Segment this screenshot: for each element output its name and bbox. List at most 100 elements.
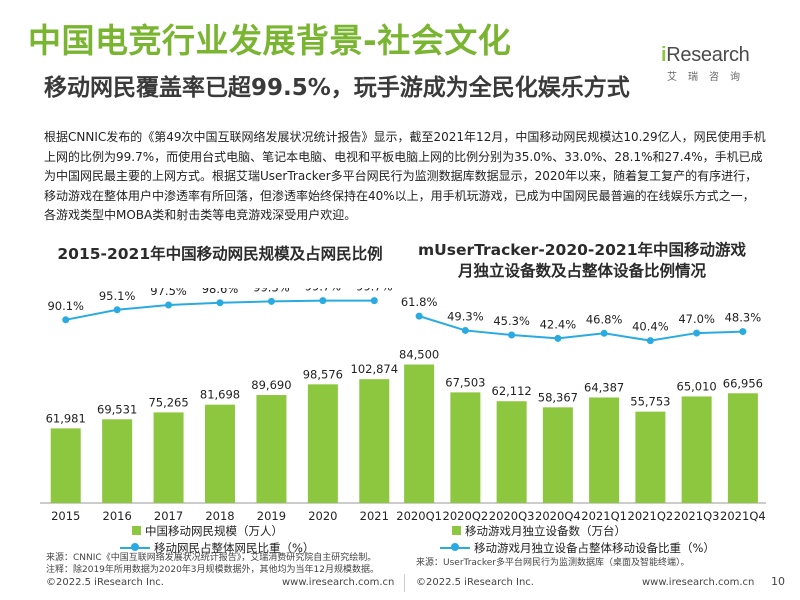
chart1-line-label: 90.1% bbox=[47, 299, 84, 313]
chart1-x-tick-label: 2018 bbox=[205, 509, 234, 523]
footer-right-url: www.iresearch.com.cn bbox=[642, 577, 755, 588]
chart2-mobile-games-svg: 84,500 2020Q1 67,503 2020Q2 62,112 2020Q3 58,3… bbox=[396, 295, 766, 523]
chart2-line-label: 61.8% bbox=[401, 295, 438, 309]
chart2-title: mUserTracker-2020-2021年中国移动游戏 月独立设备数及占整体… bbox=[408, 240, 756, 282]
chart1-source: 来源：CNNIC《中国互联网络发展状况统计报告》，艾瑞消费研究院自主研究绘制。 … bbox=[46, 552, 379, 576]
chart2-title-line2: 月独立设备数及占整体设备比例情况 bbox=[457, 262, 706, 280]
chart1-legend-line-label: 移动网民占整体网民比重（%） bbox=[154, 540, 315, 555]
chart2-line-point bbox=[739, 328, 747, 336]
chart1-legend-bar: 中国移动网民规模（万人） bbox=[120, 522, 314, 539]
footer-divider bbox=[404, 574, 405, 592]
chart2-line-point bbox=[600, 329, 608, 337]
page-subtitle: 移动网民覆盖率已超99.5%，玩手游成为全民化娱乐方式 bbox=[44, 75, 630, 101]
chart1-bar bbox=[153, 412, 184, 503]
chart1-line-point bbox=[62, 316, 70, 324]
chart2-bar-label: 67,503 bbox=[445, 375, 485, 389]
chart2-line-label: 45.3% bbox=[493, 314, 530, 328]
chart1-line-label: 99.7% bbox=[305, 288, 342, 294]
chart2-bar bbox=[450, 392, 481, 503]
chart2-legend-bar-label: 移动游戏月独立设备数（万台） bbox=[465, 523, 626, 538]
chart1-line-point bbox=[370, 297, 378, 305]
chart2-line-point bbox=[415, 312, 423, 320]
chart2-bar-label: 84,500 bbox=[399, 348, 439, 362]
chart1-line-label: 98.6% bbox=[202, 288, 239, 296]
chart2-bar bbox=[542, 407, 573, 503]
footer-right-copyright: ©2022.5 iResearch Inc. bbox=[416, 577, 534, 588]
chart2-legend-line-label: 移动游戏月独立设备占整体移动设备比重（%） bbox=[474, 540, 715, 555]
logo-brand-rest: Research bbox=[666, 44, 750, 66]
logo-brand-i: i bbox=[661, 44, 667, 66]
chart1-bar-label: 75,265 bbox=[148, 395, 188, 409]
chart2-line-label: 42.4% bbox=[540, 317, 577, 331]
chart2-x-tick-label: 2021Q1 bbox=[581, 509, 627, 523]
chart1-line-label: 99.3% bbox=[253, 288, 290, 294]
chart2-legend-bar: 移动游戏月独立设备数（万台） bbox=[440, 522, 715, 539]
chart2-title-line1: mUserTracker-2020-2021年中国移动游戏 bbox=[418, 241, 746, 259]
chart1-bar-label: 98,576 bbox=[303, 367, 343, 381]
chart2-x-tick-label: 2021Q4 bbox=[720, 509, 766, 523]
legend-bar-swatch bbox=[132, 526, 141, 535]
chart2-bar-label: 62,112 bbox=[492, 384, 532, 398]
chart2-line-label: 49.3% bbox=[447, 309, 484, 323]
chart1-bar-label: 102,874 bbox=[351, 362, 399, 376]
chart1-bar bbox=[256, 395, 287, 503]
chart2-line-point bbox=[508, 331, 516, 339]
chart1-legend-line: 移动网民占整体网民比重（%） bbox=[120, 539, 314, 556]
chart1-line-point bbox=[165, 301, 173, 309]
chart2-legend: 移动游戏月独立设备数（万台） 移动游戏月独立设备占整体移动设备比重（%） bbox=[440, 522, 715, 556]
chart2-bar-label: 66,956 bbox=[723, 376, 763, 390]
chart2-legend-line: 移动游戏月独立设备占整体移动设备比重（%） bbox=[440, 539, 715, 556]
legend-line-swatch bbox=[440, 542, 470, 551]
chart1-line-label: 95.1% bbox=[99, 289, 136, 303]
chart2-x-tick-label: 2020Q4 bbox=[535, 509, 581, 523]
chart1-legend: 中国移动网民规模（万人） 移动网民占整体网民比重（%） bbox=[120, 522, 314, 556]
chart1-bar bbox=[359, 379, 390, 503]
chart1-bar-label: 81,698 bbox=[200, 388, 240, 402]
chart1-bar bbox=[205, 404, 235, 503]
chart1-line-label: 99.7% bbox=[356, 288, 393, 294]
chart2-line-point bbox=[646, 337, 654, 345]
chart2-bar-label: 64,387 bbox=[584, 380, 624, 394]
chart1-bar-label: 69,531 bbox=[97, 402, 137, 416]
chart2-line-series bbox=[418, 315, 743, 342]
chart2-source: 来源：UserTracker多平台网民行为监测数据库（桌面及智能终端）。 bbox=[416, 557, 689, 569]
chart2-bar bbox=[681, 396, 712, 503]
logo-subtitle: 艾瑞咨询 bbox=[667, 72, 751, 83]
chart1-line-point bbox=[267, 297, 275, 305]
chart1-source-line1: 来源：CNNIC《中国互联网络发展状况统计报告》，艾瑞消费研究院自主研究绘制。 bbox=[46, 553, 377, 563]
legend-line-swatch bbox=[120, 542, 150, 551]
chart2-bar-label: 55,753 bbox=[630, 395, 670, 409]
chart1-bar bbox=[307, 384, 338, 503]
chart1-line-point bbox=[319, 297, 327, 305]
chart1-source-line2: 注释：除2019年所用数据为2020年3月规模数据外，其他均为当年12月规模数据… bbox=[46, 565, 379, 575]
chart2-bar bbox=[635, 411, 666, 503]
chart1-line-point bbox=[113, 306, 121, 314]
chart2-bar bbox=[404, 364, 435, 503]
chart2-x-tick-label: 2021Q2 bbox=[628, 509, 674, 523]
chart2-line-label: 46.8% bbox=[586, 312, 623, 326]
chart1-x-tick-label: 2021 bbox=[360, 509, 389, 523]
chart2-line-label: 40.4% bbox=[632, 320, 669, 334]
chart1-line-label: 97.5% bbox=[150, 288, 187, 298]
chart1-bar-label: 89,690 bbox=[251, 378, 291, 392]
chart2-line-point bbox=[554, 334, 562, 342]
chart2-x-tick-label: 2021Q3 bbox=[674, 509, 720, 523]
logo-brand: iResearch bbox=[661, 44, 750, 67]
body-paragraph: 根据CNNIC发布的《第49次中国互联网络发展状况统计报告》显示，截至2021年… bbox=[44, 130, 766, 222]
chart2-x-tick-label: 2020Q1 bbox=[396, 509, 442, 523]
chart1-title: 2015-2021年中国移动网民规模及占网民比例 bbox=[57, 245, 383, 263]
footer-left-url: www.iresearch.com.cn bbox=[282, 577, 395, 588]
chart2-line-point bbox=[461, 326, 469, 334]
chart1-users-svg: 61,981 2015 69,531 2016 75,265 2017 81,698 2018… bbox=[40, 288, 400, 523]
footer-left-copyright: ©2022.5 iResearch Inc. bbox=[46, 577, 164, 588]
chart1-x-tick-label: 2020 bbox=[308, 509, 337, 523]
page-number: 10 bbox=[771, 575, 785, 588]
chart1-bar bbox=[102, 419, 133, 503]
chart1-line-point bbox=[216, 299, 224, 307]
legend-bar-swatch bbox=[452, 526, 461, 535]
chart2-source-line1: 来源：UserTracker多平台网民行为监测数据库（桌面及智能终端）。 bbox=[416, 558, 690, 568]
page-title: 中国电竞行业发展背景-社会文化 bbox=[28, 21, 512, 60]
chart1-x-tick-label: 2016 bbox=[103, 509, 132, 523]
chart2-bar bbox=[727, 393, 758, 503]
chart2-bar-label: 65,010 bbox=[677, 379, 717, 393]
